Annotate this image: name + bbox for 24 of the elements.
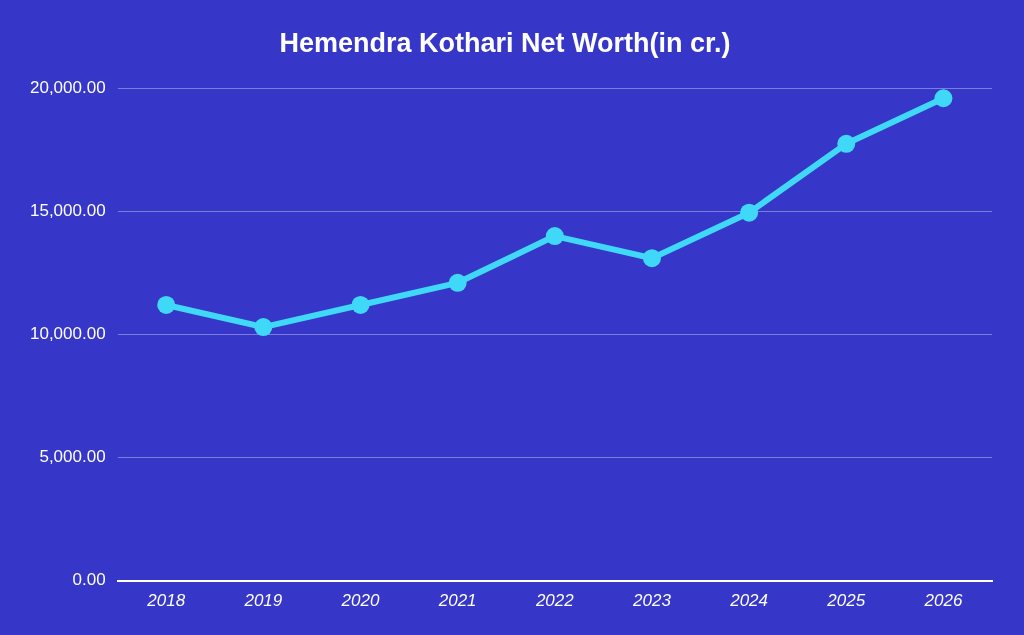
- point: [545, 227, 564, 246]
- x-tick-label: 2020: [340, 590, 380, 610]
- point: [740, 203, 759, 222]
- point: [642, 249, 661, 268]
- x-tick-label: 2021: [437, 590, 477, 610]
- point: [351, 295, 370, 314]
- x-tick-label: 2022: [534, 590, 575, 610]
- point: [934, 89, 953, 108]
- point: [254, 318, 273, 337]
- point: [448, 273, 467, 292]
- x-tick-label: 2023: [632, 590, 672, 610]
- x-tick-label: 2024: [729, 590, 769, 610]
- y-tick-label: 10,000.00: [29, 324, 106, 344]
- x-tick-label: 2025: [826, 590, 866, 610]
- x-tick-label: 2019: [243, 590, 283, 610]
- y-tick-label: 15,000.00: [29, 201, 106, 221]
- y-tick-label: 20,000.00: [29, 78, 106, 98]
- chart-title: Hemendra Kothari Net Worth(in cr.): [279, 27, 731, 58]
- y-tick-label: 0.00: [72, 570, 106, 590]
- point: [837, 134, 856, 153]
- y-tick-label: 5,000.00: [39, 447, 106, 467]
- point: [157, 295, 176, 314]
- x-tick-label: 2018: [146, 590, 186, 610]
- x-tick-label: 2026: [923, 590, 963, 610]
